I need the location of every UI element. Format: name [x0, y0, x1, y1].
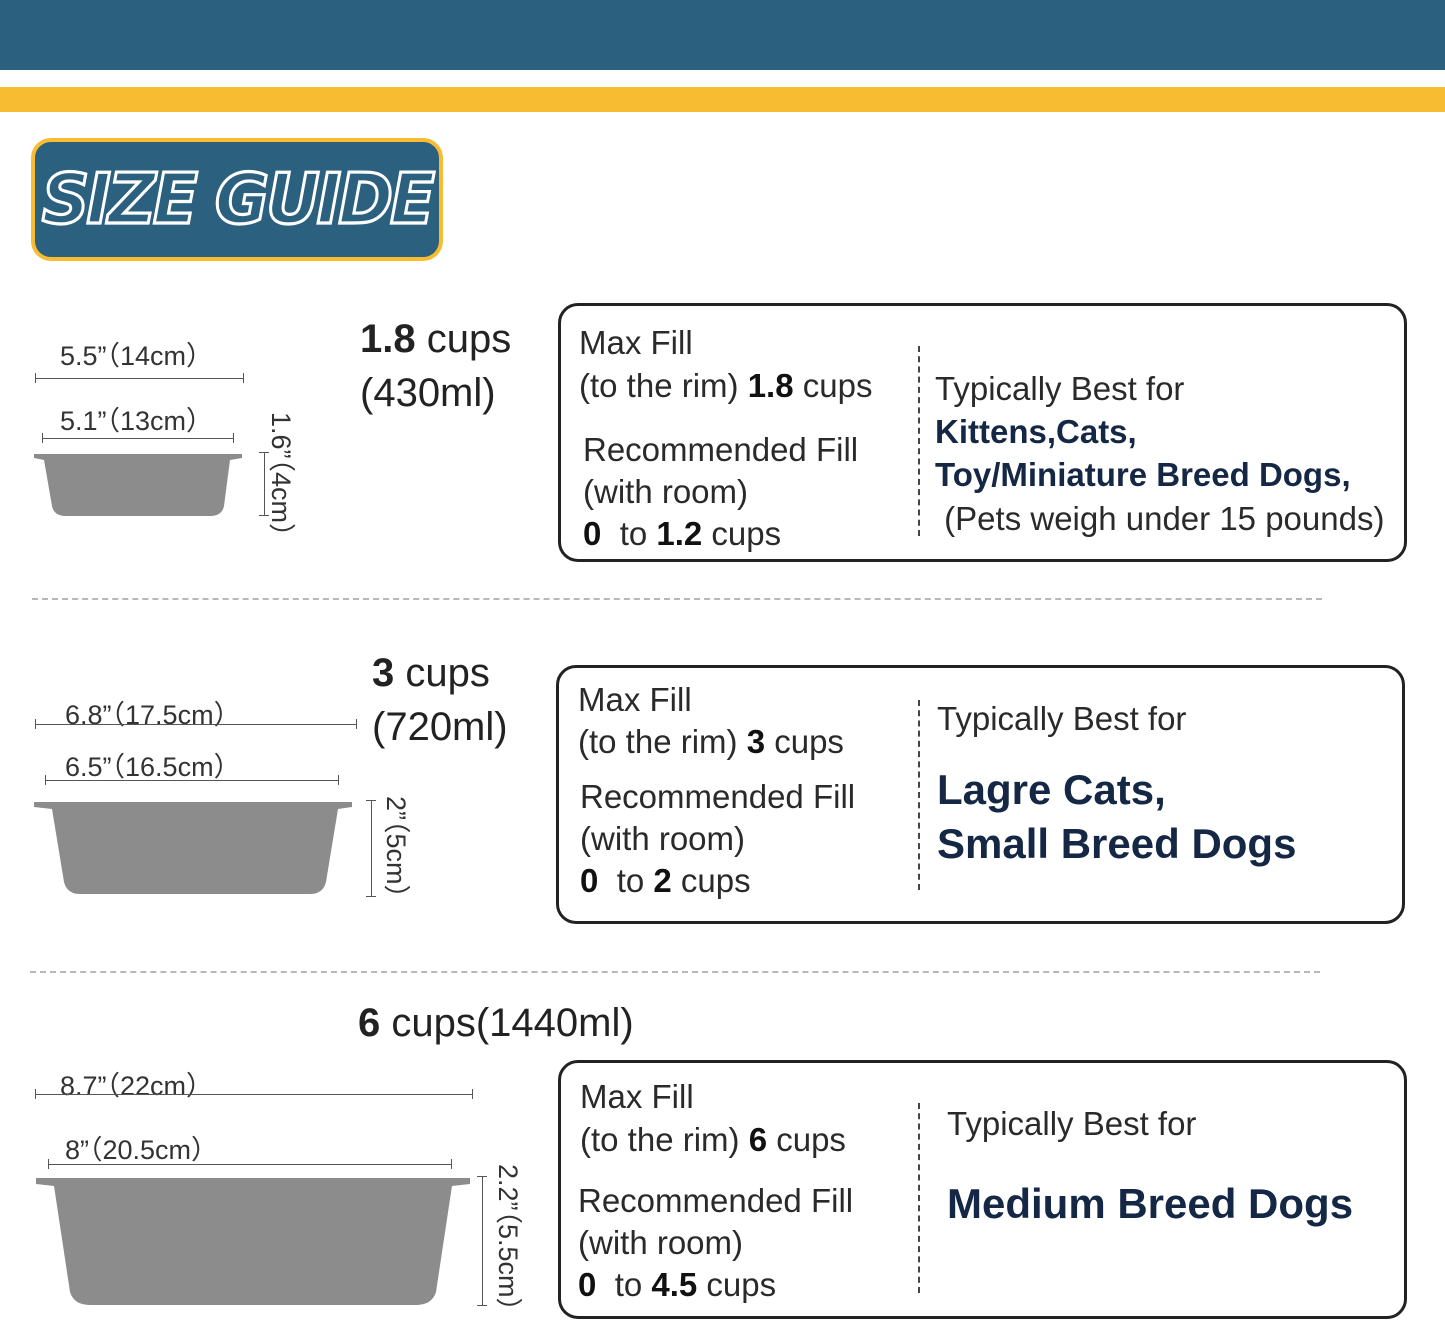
- top-width-label: 8.7”（22cm）: [60, 1071, 214, 1101]
- capacity-ml: (720ml): [372, 705, 508, 749]
- best-for-line2: Toy/Miniature Breed Dogs,: [935, 456, 1351, 493]
- capacity-label: 1.8 cups: [360, 312, 511, 366]
- card-divider: [918, 700, 920, 890]
- height-label: 1.6”（4cm）: [266, 412, 296, 551]
- bowl-medium-icon: [34, 802, 352, 894]
- max-fill-label: Max Fill: [580, 1078, 694, 1115]
- max-fill-number: 1.8: [747, 367, 794, 404]
- fill-info-card: Max Fill (to the rim) 1.8 cups Recommend…: [558, 303, 1407, 562]
- height-line: [366, 800, 376, 897]
- height-line: [259, 452, 269, 516]
- max-fill-unit: cups: [765, 723, 844, 760]
- recommended-fill-room: (with room): [583, 473, 749, 510]
- accent-stripe: [0, 87, 1445, 112]
- top-width-line: [35, 719, 357, 729]
- recommended-fill-range: 0 to 2 cups: [580, 860, 751, 903]
- top-width-line: [35, 1089, 473, 1099]
- bowl-large-icon: [36, 1178, 470, 1305]
- range-unit: cups: [702, 515, 782, 552]
- capacity-ml: (430ml): [360, 371, 496, 415]
- max-fill-prefix: (to the rim): [580, 1121, 749, 1158]
- capacity-unit: cups: [415, 317, 512, 361]
- range-from: 0: [583, 515, 602, 552]
- size-guide-badge: SIZE GUIDE: [31, 138, 443, 261]
- height-line: [477, 1176, 487, 1306]
- bottom-width-label: 6.5”（16.5cm）: [65, 752, 241, 782]
- best-for-label: Typically Best for: [947, 1105, 1197, 1142]
- fill-info-card: Max Fill (to the rim) 3 cups Recommended…: [556, 665, 1405, 924]
- capacity-label: 6 cups(1440ml): [358, 996, 634, 1050]
- card-divider: [918, 1103, 920, 1293]
- bottom-width-line: [45, 775, 339, 785]
- range-to-number: 2: [653, 862, 672, 899]
- badge-title: SIZE GUIDE: [40, 157, 436, 241]
- row-separator: [30, 971, 1320, 973]
- capacity-unit: cups: [394, 651, 490, 695]
- max-fill-value: (to the rim) 6 cups: [580, 1119, 846, 1162]
- recommended-fill-label: Recommended Fill: [583, 431, 859, 468]
- height-label: 2”（5cm）: [381, 796, 411, 912]
- top-width-label: 6.8”（17.5cm）: [65, 700, 241, 730]
- bowl-small-icon: [34, 454, 242, 516]
- range-from: 0: [580, 862, 599, 899]
- max-fill-value: (to the rim) 1.8 cups: [579, 365, 872, 408]
- max-fill-prefix: (to the rim): [578, 723, 747, 760]
- max-fill-number: 3: [746, 723, 766, 760]
- max-fill-value: (to the rim) 3 cups: [578, 721, 844, 764]
- best-for-line2: Small Breed Dogs: [937, 820, 1297, 867]
- best-for-line1: Medium Breed Dogs: [947, 1180, 1354, 1227]
- capacity-label: 3 cups: [372, 646, 490, 700]
- max-fill-label: Max Fill: [579, 324, 693, 361]
- best-for-label: Typically Best for: [937, 700, 1187, 737]
- bottom-width-label: 8”（20.5cm）: [65, 1135, 219, 1165]
- height-label: 2.2”（5.5cm）: [493, 1164, 523, 1322]
- recommended-fill-room: (with room): [578, 1224, 744, 1261]
- top-width-line: [35, 373, 244, 383]
- recommended-fill-label: Recommended Fill: [578, 1182, 854, 1219]
- best-for-note: (Pets weigh under 15 pounds): [935, 500, 1385, 537]
- range-to-number: 4.5: [651, 1266, 698, 1303]
- bottom-width-line: [42, 433, 234, 443]
- range-to-word: to: [598, 862, 654, 899]
- capacity-unit: cups(1440ml): [380, 1001, 634, 1045]
- capacity-number: 6: [358, 1001, 381, 1045]
- capacity-number: 3: [372, 651, 395, 695]
- max-fill-label: Max Fill: [578, 681, 692, 718]
- bottom-width-label: 5.1”（13cm）: [60, 406, 214, 436]
- recommended-fill-range: 0 to 1.2 cups: [583, 513, 781, 556]
- range-from: 0: [578, 1266, 597, 1303]
- top-banner: [0, 0, 1445, 70]
- range-to-word: to: [601, 515, 657, 552]
- recommended-fill-room: (with room): [580, 820, 746, 857]
- range-unit: cups: [671, 862, 751, 899]
- top-width-label: 5.5”（14cm）: [60, 341, 214, 371]
- range-to-word: to: [596, 1266, 652, 1303]
- range-unit: cups: [697, 1266, 777, 1303]
- recommended-fill-label: Recommended Fill: [580, 778, 856, 815]
- max-fill-unit: cups: [767, 1121, 846, 1158]
- max-fill-number: 6: [748, 1121, 768, 1158]
- best-for-label: Typically Best for: [935, 370, 1185, 407]
- capacity-number: 1.8: [360, 317, 416, 361]
- max-fill-prefix: (to the rim): [579, 367, 748, 404]
- fill-info-card: Max Fill (to the rim) 6 cups Recommended…: [558, 1060, 1407, 1319]
- row-separator: [32, 598, 1322, 600]
- card-divider: [918, 346, 920, 536]
- best-for-line1: Kittens,Cats,: [935, 413, 1137, 450]
- best-for-line1: Lagre Cats,: [937, 766, 1166, 813]
- recommended-fill-range: 0 to 4.5 cups: [578, 1264, 776, 1307]
- bottom-width-line: [48, 1159, 452, 1169]
- max-fill-unit: cups: [793, 367, 873, 404]
- range-to-number: 1.2: [656, 515, 703, 552]
